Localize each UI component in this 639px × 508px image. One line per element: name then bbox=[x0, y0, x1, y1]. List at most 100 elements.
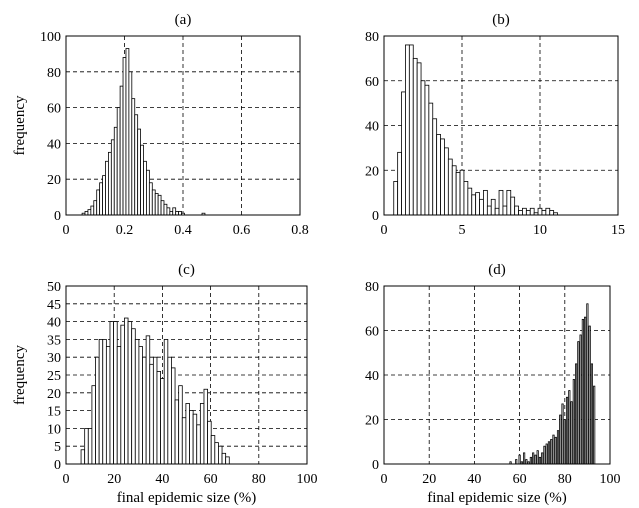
bar-b bbox=[401, 91, 406, 216]
bar-b bbox=[510, 196, 516, 216]
bar-c bbox=[105, 346, 111, 465]
bar-a bbox=[90, 205, 95, 216]
bar-d bbox=[593, 385, 596, 465]
bar-c bbox=[207, 420, 212, 465]
panel-d: 0 20 40 60 80 100 0 20 40 60 80 (d) final epidemic s… bbox=[365, 262, 621, 506]
bar-d bbox=[559, 414, 562, 465]
y-tick-label-d: 80 bbox=[365, 280, 379, 295]
bar-a bbox=[151, 189, 156, 216]
bar-b bbox=[412, 57, 418, 216]
bar-d bbox=[534, 454, 537, 465]
bar-c bbox=[225, 456, 230, 465]
bar-b bbox=[514, 205, 519, 216]
bar-c bbox=[145, 335, 151, 465]
y-tick-label-c: 50 bbox=[47, 280, 61, 295]
bar-c bbox=[218, 445, 223, 465]
bar-b bbox=[549, 210, 555, 216]
bar-b bbox=[475, 192, 480, 216]
x-tick-label-d: 40 bbox=[467, 472, 481, 487]
bar-b bbox=[479, 198, 484, 216]
y-axis-label-a: frequency bbox=[12, 95, 28, 155]
bar-d bbox=[581, 318, 584, 465]
x-tick-label-c: 80 bbox=[252, 472, 266, 487]
x-tick-label-b: 5 bbox=[459, 223, 466, 238]
bar-c bbox=[174, 399, 180, 465]
bar-b bbox=[541, 210, 547, 216]
bar-c bbox=[163, 338, 169, 465]
bar-b bbox=[405, 44, 410, 216]
bar-c bbox=[84, 427, 89, 465]
bar-a bbox=[105, 160, 109, 216]
bar-c bbox=[138, 346, 143, 465]
y-tick-label-c: 5 bbox=[54, 440, 61, 455]
bar-d bbox=[577, 341, 580, 465]
bar-c bbox=[95, 356, 100, 465]
x-tick-label-d: 80 bbox=[558, 472, 572, 487]
bar-b bbox=[428, 102, 434, 216]
bar-c bbox=[80, 449, 86, 465]
y-tick-label-a: 40 bbox=[47, 137, 61, 152]
bar-b bbox=[522, 207, 527, 216]
bar-d bbox=[563, 419, 566, 465]
bar-b bbox=[486, 205, 492, 216]
bar-b bbox=[490, 198, 496, 216]
bar-a bbox=[157, 194, 162, 216]
bar-c bbox=[124, 317, 129, 465]
bar-a bbox=[148, 182, 153, 216]
bar-b bbox=[420, 80, 426, 216]
bar-c bbox=[203, 388, 208, 465]
bar-d bbox=[588, 325, 591, 465]
bar-d bbox=[547, 441, 551, 465]
bar-d bbox=[584, 316, 587, 465]
y-tick-label-c: 0 bbox=[54, 458, 61, 473]
bar-d bbox=[525, 459, 528, 465]
bar-c bbox=[156, 371, 161, 465]
bar-d bbox=[518, 454, 521, 465]
y-tick-label-a: 60 bbox=[47, 102, 61, 117]
axes-frame-b bbox=[383, 35, 619, 216]
panel-title-a: (a) bbox=[175, 12, 192, 28]
bar-c bbox=[196, 424, 201, 465]
bar-a bbox=[143, 160, 147, 216]
bar-a bbox=[113, 126, 118, 216]
bar-d bbox=[543, 445, 546, 465]
bar-c bbox=[127, 321, 133, 465]
bar-d bbox=[529, 456, 532, 465]
bar-c bbox=[98, 338, 104, 465]
bar-b bbox=[471, 194, 477, 216]
bar-d bbox=[532, 452, 535, 465]
bar-c bbox=[87, 427, 93, 465]
panel-title-c: (c) bbox=[178, 262, 195, 278]
y-tick-label-c: 15 bbox=[47, 405, 61, 420]
bar-d bbox=[554, 436, 557, 465]
bar-b bbox=[529, 207, 535, 216]
bar-b bbox=[537, 207, 543, 216]
x-tick-label-b: 10 bbox=[533, 223, 547, 238]
bar-a bbox=[87, 209, 92, 216]
bar-b bbox=[451, 165, 457, 216]
panel-b: 0 5 10 15 0 20 40 60 80 (b) bbox=[365, 12, 625, 238]
bar-a bbox=[93, 200, 98, 216]
bar-a bbox=[166, 207, 171, 216]
bar-d bbox=[541, 452, 544, 465]
x-axis-label-c: final epidemic size (%) bbox=[117, 490, 257, 506]
bar-b bbox=[463, 181, 469, 216]
bar-b bbox=[483, 189, 488, 216]
bar-c bbox=[221, 452, 227, 465]
panel-title-b: (b) bbox=[492, 12, 510, 28]
bar-c bbox=[120, 324, 125, 465]
bar-c bbox=[109, 321, 114, 465]
y-tick-label-a: 80 bbox=[47, 66, 61, 81]
x-tick-label-c: 40 bbox=[155, 472, 169, 487]
bar-c bbox=[167, 356, 172, 465]
x-tick-label-b: 15 bbox=[611, 223, 625, 238]
x-tick-label-c: 0 bbox=[63, 472, 70, 487]
bar-a bbox=[119, 85, 124, 216]
bar-b bbox=[455, 172, 461, 216]
bar-b bbox=[498, 189, 504, 216]
bar-b bbox=[444, 147, 449, 216]
y-tick-label-c: 25 bbox=[47, 369, 61, 384]
bar-d bbox=[565, 396, 569, 465]
x-axis-label-d: final epidemic size (%) bbox=[427, 490, 567, 506]
bar-c bbox=[131, 328, 136, 465]
